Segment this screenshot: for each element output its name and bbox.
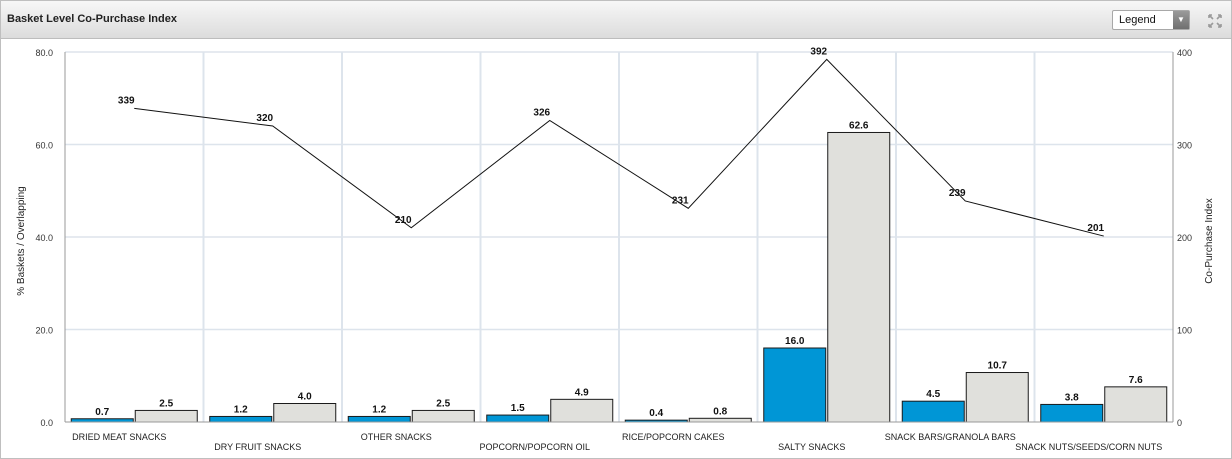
bar-series-1 — [1040, 403, 1104, 423]
bar-series-2 — [965, 372, 1029, 423]
bar-series-2 — [688, 417, 752, 423]
bar-2-value-label: 4.0 — [298, 392, 312, 403]
legend-dropdown[interactable]: Legend ▼ — [1112, 10, 1190, 30]
y-tick-label: 60.0 — [35, 141, 53, 151]
bar-1-value-label: 1.5 — [511, 403, 525, 414]
bar-2-value-label: 62.6 — [849, 120, 869, 131]
line-value-label: 210 — [395, 215, 412, 226]
y2-tick-label: 400 — [1177, 48, 1192, 58]
co-purchase-chart: 0.0 20.0 40.0 60.0 80.0 0 100 200 300 400 DRIED ME… — [16, 46, 1215, 452]
chevron-down-icon: ▼ — [1173, 11, 1189, 29]
bar-2-value-label: 2.5 — [436, 398, 450, 409]
bar-2-value-label: 4.9 — [575, 387, 589, 398]
x-category-label: SNACK NUTS/SEEDS/CORN NUTS — [1015, 442, 1162, 452]
x-category-label: SNACK BARS/GRANOLA BARS — [885, 432, 1016, 442]
panel-header: Basket Level Co-Purchase Index Legend ▼ — [1, 1, 1231, 39]
bar-series-2 — [411, 409, 475, 423]
bar-series-1 — [209, 415, 273, 423]
bar-1-value-label: 4.5 — [926, 389, 940, 400]
y2-tick-label: 100 — [1177, 326, 1192, 336]
y2-tick-label: 200 — [1177, 233, 1192, 243]
legend-dropdown-label: Legend — [1119, 14, 1156, 26]
line-value-label: 339 — [118, 95, 135, 106]
y-tick-label: 20.0 — [35, 326, 53, 336]
bar-series-2 — [550, 398, 614, 423]
bar-2-value-label: 10.7 — [988, 361, 1008, 372]
y2-tick-label: 300 — [1177, 141, 1192, 151]
y2-tick-label: 0 — [1177, 418, 1182, 428]
y-tick-label: 40.0 — [35, 233, 53, 243]
line-value-label: 326 — [533, 107, 550, 118]
bar-1-value-label: 3.8 — [1065, 392, 1079, 403]
y-axis-title: % Baskets / Overlapping — [16, 186, 27, 296]
line-value-label: 201 — [1087, 223, 1104, 234]
line-value-label: 239 — [949, 188, 966, 199]
bar-series-1 — [486, 414, 550, 423]
x-category-label: DRIED MEAT SNACKS — [72, 432, 166, 442]
y2-axis-title: Co-Purchase Index — [1204, 198, 1215, 284]
y-tick-label: 0.0 — [40, 418, 53, 428]
grid-lines — [65, 51, 1173, 422]
x-category-label: RICE/POPCORN CAKES — [622, 432, 725, 442]
index-line — [134, 58, 1104, 237]
bar-1-value-label: 16.0 — [785, 336, 805, 347]
bar-series-2 — [827, 131, 891, 423]
bar-1-value-label: 0.7 — [95, 407, 109, 418]
expand-icon[interactable] — [1208, 14, 1222, 28]
bar-series-1 — [347, 415, 411, 423]
bar-1-value-label: 0.4 — [649, 408, 663, 419]
index-line-series — [134, 58, 1104, 237]
y-tick-label: 80.0 — [35, 48, 53, 58]
bar-1-value-label: 1.2 — [372, 404, 386, 415]
panel-title: Basket Level Co-Purchase Index — [7, 13, 177, 25]
x-category-label: DRY FRUIT SNACKS — [214, 442, 301, 452]
bar-2-value-label: 0.8 — [713, 406, 727, 417]
data-labels: 0.7 2.5 1.2 4.0 1.2 2.5 1.5 4.9 0.4 0.8 16.0 62.6 4.… — [95, 46, 1143, 419]
line-value-label: 392 — [810, 46, 827, 57]
axes: 0.0 20.0 40.0 60.0 80.0 0 100 200 300 400 DRIED ME… — [35, 48, 1192, 452]
bar-series-1 — [763, 347, 827, 423]
line-value-label: 320 — [256, 113, 273, 124]
bar-2-value-label: 7.6 — [1129, 375, 1143, 386]
bar-series-2 — [134, 409, 198, 423]
x-category-label: OTHER SNACKS — [361, 432, 432, 442]
bar-series-2 — [273, 403, 337, 423]
line-value-label: 231 — [672, 195, 689, 206]
bar-1-value-label: 1.2 — [234, 404, 248, 415]
bar-2-value-label: 2.5 — [159, 398, 173, 409]
bar-series-1 — [901, 400, 965, 423]
bar-series-2 — [1104, 386, 1168, 423]
x-category-label: SALTY SNACKS — [778, 442, 845, 452]
x-category-label: POPCORN/POPCORN OIL — [479, 442, 590, 452]
